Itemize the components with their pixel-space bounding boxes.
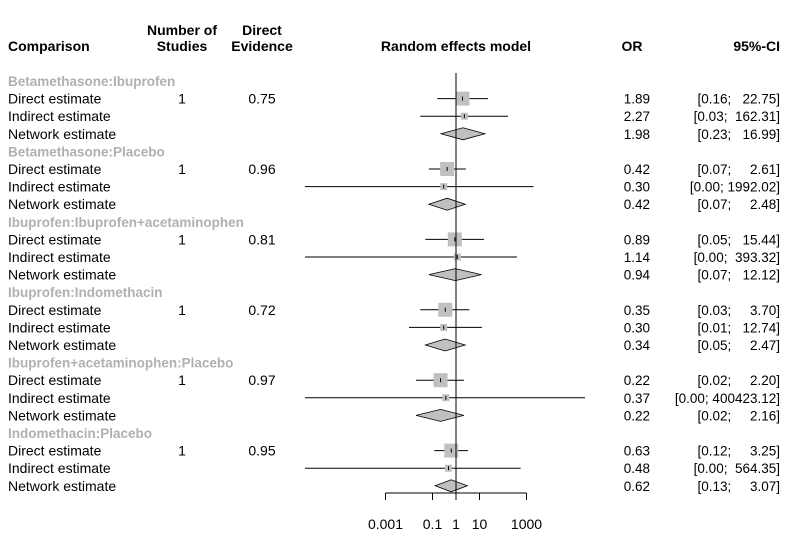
- n-studies-value: 1: [178, 443, 186, 459]
- axis-tick-label: 1000: [511, 516, 542, 532]
- or-value: 1.98: [624, 127, 650, 142]
- header-ci: 95%-CI: [733, 38, 780, 54]
- ci-value: [0.00; 1992.02]: [690, 180, 780, 195]
- direct-evidence-value: 0.81: [248, 231, 275, 247]
- row-label: Network estimate: [8, 126, 116, 142]
- axis-tick-label: 10: [472, 516, 488, 532]
- ci-value: [0.03; 3.70]: [697, 303, 780, 318]
- header-direct-line2: Evidence: [231, 38, 293, 54]
- row-label: Indirect estimate: [8, 108, 111, 124]
- row-label: Network estimate: [8, 478, 116, 494]
- ci-value: [0.02; 2.16]: [697, 408, 780, 423]
- direct-evidence-value: 0.97: [248, 372, 275, 388]
- x-axis: 0.001 0.1 1 10 1000: [368, 73, 542, 532]
- or-value: 0.30: [624, 180, 650, 195]
- ci-value: [0.00; 400423.12]: [675, 391, 780, 406]
- ci-value: [0.01; 12.74]: [697, 320, 780, 335]
- direct-evidence-value: 0.72: [248, 302, 275, 318]
- group-label: Indomethacin:Placebo: [8, 426, 152, 441]
- ci-value: [0.05; 2.47]: [697, 338, 780, 353]
- axis-tick-label: 0.001: [368, 516, 403, 532]
- header-direct-line1: Direct: [242, 22, 282, 38]
- or-value: 0.22: [624, 408, 650, 423]
- axis-tick-label: 0.1: [423, 516, 443, 532]
- or-value: 0.30: [624, 320, 650, 335]
- ci-value: [0.05; 15.44]: [697, 232, 780, 247]
- group-label: Ibuprofen:Indomethacin: [8, 285, 163, 300]
- or-value: 0.35: [624, 303, 650, 318]
- row-label: Network estimate: [8, 337, 116, 353]
- row-label: Network estimate: [8, 407, 116, 423]
- n-studies-value: 1: [178, 161, 186, 177]
- ci-value: [0.12; 3.25]: [697, 444, 780, 459]
- header-studies-line2: Studies: [157, 38, 208, 54]
- n-studies-value: 1: [178, 231, 186, 247]
- row-label: Network estimate: [8, 196, 116, 212]
- ci-value: [0.16; 22.75]: [697, 92, 780, 107]
- ci-value: [0.07; 2.48]: [697, 197, 780, 212]
- or-value: 0.22: [624, 373, 650, 388]
- network-diamond: [428, 268, 482, 282]
- network-diamond: [434, 479, 469, 493]
- or-value: 0.42: [624, 162, 650, 177]
- or-value: 0.34: [624, 338, 651, 353]
- ci-value: [0.07; 12.12]: [697, 268, 780, 283]
- direct-evidence-value: 0.95: [248, 443, 275, 459]
- group-label: Ibuprofen+acetaminophen:Placebo: [8, 356, 233, 371]
- network-diamond: [415, 408, 464, 422]
- ci-value: [0.23; 16.99]: [697, 127, 780, 142]
- row-label: Network estimate: [8, 267, 116, 283]
- header-or: OR: [622, 38, 643, 54]
- ci-value: [0.07; 2.61]: [697, 162, 780, 177]
- or-value: 0.63: [624, 444, 650, 459]
- or-value: 0.62: [624, 479, 650, 494]
- header: Comparison Number of Studies Direct Evid…: [8, 22, 780, 54]
- network-diamond: [427, 197, 467, 211]
- or-value: 0.42: [624, 197, 650, 212]
- axis-tick-label: 1: [452, 516, 460, 532]
- row-label: Direct estimate: [8, 372, 102, 388]
- header-comparison: Comparison: [8, 38, 90, 54]
- or-value: 2.27: [624, 109, 650, 124]
- or-value: 1.89: [624, 92, 650, 107]
- or-value: 0.37: [624, 391, 650, 406]
- row-label: Direct estimate: [8, 231, 102, 247]
- row-label: Direct estimate: [8, 161, 102, 177]
- network-diamond: [424, 338, 467, 352]
- or-value: 0.48: [624, 461, 650, 476]
- ci-value: [0.00; 564.35]: [694, 461, 780, 476]
- row-label: Indirect estimate: [8, 179, 111, 195]
- row-label: Direct estimate: [8, 443, 102, 459]
- n-studies-value: 1: [178, 91, 186, 107]
- forest-body: Betamethasone:Ibuprofen Direct estimate 1 0…: [8, 74, 780, 494]
- or-value: 0.89: [624, 232, 650, 247]
- direct-evidence-value: 0.75: [248, 91, 275, 107]
- n-studies-value: 1: [178, 302, 186, 318]
- group-label: Betamethasone:Ibuprofen: [8, 74, 175, 89]
- row-label: Direct estimate: [8, 91, 102, 107]
- group-label: Ibuprofen:Ibuprofen+acetaminophen: [8, 215, 244, 230]
- group-label: Betamethasone:Placebo: [8, 144, 165, 159]
- or-value: 0.94: [624, 268, 651, 283]
- ci-value: [0.00; 393.32]: [694, 250, 780, 265]
- n-studies-value: 1: [178, 372, 186, 388]
- or-value: 1.14: [624, 250, 651, 265]
- header-studies-line1: Number of: [147, 22, 217, 38]
- header-model: Random effects model: [381, 38, 531, 54]
- row-label: Indirect estimate: [8, 390, 111, 406]
- row-label: Indirect estimate: [8, 249, 111, 265]
- ci-value: [0.13; 3.07]: [697, 479, 780, 494]
- ci-value: [0.02; 2.20]: [697, 373, 780, 388]
- row-label: Indirect estimate: [8, 460, 111, 476]
- ci-value: [0.03; 162.31]: [694, 109, 780, 124]
- network-diamond: [439, 127, 487, 141]
- row-label: Indirect estimate: [8, 319, 111, 335]
- direct-evidence-value: 0.96: [248, 161, 275, 177]
- row-label: Direct estimate: [8, 302, 102, 318]
